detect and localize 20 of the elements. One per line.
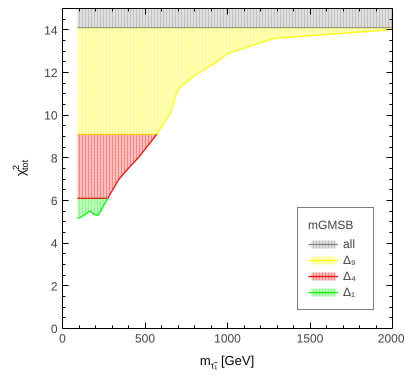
y-tick-label: 14 xyxy=(44,23,58,38)
y-tick-label: 2 xyxy=(50,279,58,294)
y-tick-label: 4 xyxy=(50,236,58,251)
x-tick-label: 1000 xyxy=(214,332,242,346)
x-tick-label: 500 xyxy=(134,332,156,346)
x-tick-label: 2000 xyxy=(378,332,405,346)
y-tick-label: 6 xyxy=(50,194,58,208)
legend-label: Δ₁ xyxy=(343,285,356,299)
x-axis-title: m$_{τ̃₁}$ [GeV] xyxy=(198,352,256,373)
y-tick-label: 0 xyxy=(50,322,58,336)
legend-title: mGMSB xyxy=(308,218,354,232)
y-tick-label: 8 xyxy=(50,151,58,166)
y-tick-label: 10 xyxy=(44,108,58,123)
legend-label: all xyxy=(343,237,356,251)
y-tick-label: 12 xyxy=(44,66,58,80)
legend-label: Δ₉ xyxy=(343,253,357,267)
y-axis-title: χ2tot xyxy=(11,158,32,178)
legend-label: Δ₄ xyxy=(343,269,357,283)
x-tick-label: 1500 xyxy=(296,332,324,346)
x-tick-label: 0 xyxy=(59,332,66,346)
